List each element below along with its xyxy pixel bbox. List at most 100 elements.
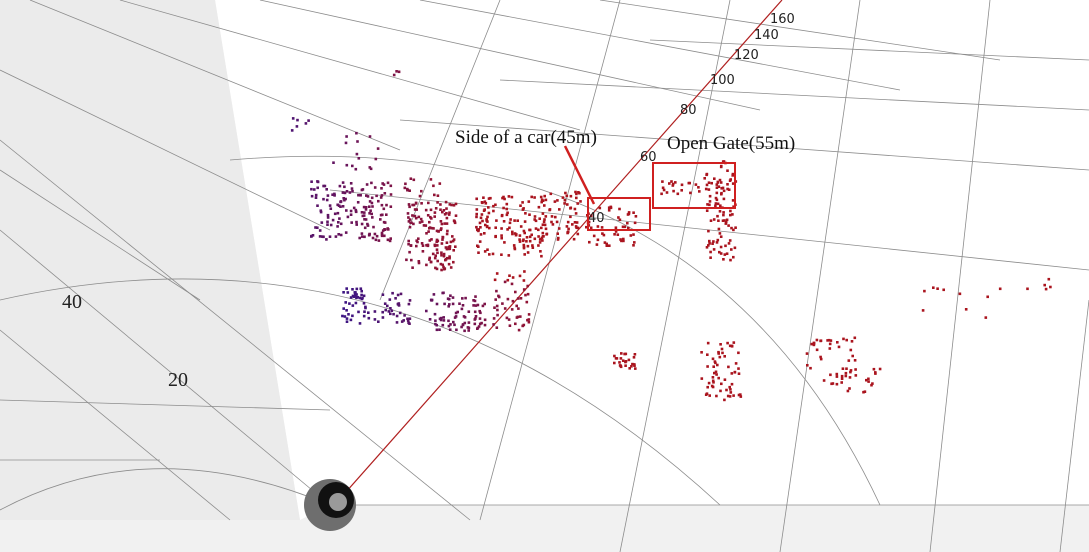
point xyxy=(728,386,731,389)
point xyxy=(517,297,520,300)
point xyxy=(450,266,453,269)
point xyxy=(408,251,411,254)
point xyxy=(389,237,392,240)
point xyxy=(816,349,819,352)
point xyxy=(450,241,453,244)
point xyxy=(865,379,868,382)
point xyxy=(542,212,545,215)
point xyxy=(486,248,489,251)
point xyxy=(494,298,497,301)
point xyxy=(322,198,325,201)
point xyxy=(515,305,518,308)
point xyxy=(730,248,733,251)
point xyxy=(836,375,839,378)
point xyxy=(719,210,722,213)
point xyxy=(725,389,728,392)
point xyxy=(705,188,708,191)
point xyxy=(628,359,631,362)
point xyxy=(506,317,509,320)
point xyxy=(503,220,506,223)
point xyxy=(439,182,442,185)
point xyxy=(540,255,543,258)
robot-icon xyxy=(304,479,356,531)
point xyxy=(486,216,489,219)
point xyxy=(455,329,458,332)
point xyxy=(530,196,533,199)
point xyxy=(444,259,447,262)
point xyxy=(458,302,461,305)
point xyxy=(437,194,440,197)
point xyxy=(806,352,809,355)
point xyxy=(355,221,358,224)
point xyxy=(823,379,826,382)
point xyxy=(319,235,322,238)
point xyxy=(715,395,718,398)
point xyxy=(850,349,853,352)
point xyxy=(320,209,323,212)
point xyxy=(347,216,350,219)
point xyxy=(523,288,526,291)
point xyxy=(353,295,356,298)
point xyxy=(728,242,731,245)
point xyxy=(523,253,526,256)
point xyxy=(461,308,464,311)
point xyxy=(624,364,627,367)
point xyxy=(333,194,336,197)
point xyxy=(508,195,511,198)
point xyxy=(543,218,546,221)
point xyxy=(425,310,428,313)
point xyxy=(430,261,433,264)
point xyxy=(730,227,733,230)
point xyxy=(420,190,423,193)
point xyxy=(516,219,519,222)
point xyxy=(543,195,546,198)
point xyxy=(738,372,741,375)
point xyxy=(345,135,348,138)
point xyxy=(566,225,569,228)
point xyxy=(342,181,345,184)
point xyxy=(386,305,389,308)
point xyxy=(367,224,370,227)
point xyxy=(452,321,455,324)
point xyxy=(376,235,379,238)
point xyxy=(411,214,414,217)
point xyxy=(729,259,732,262)
point xyxy=(481,201,484,204)
point xyxy=(496,314,499,317)
point xyxy=(322,236,325,239)
point xyxy=(564,192,567,195)
point xyxy=(315,196,318,199)
point xyxy=(714,360,717,363)
point xyxy=(449,203,452,206)
point xyxy=(501,197,504,200)
point xyxy=(845,339,848,342)
point xyxy=(342,205,345,208)
point xyxy=(410,244,413,247)
point xyxy=(719,232,722,235)
point xyxy=(615,226,618,229)
point xyxy=(364,227,367,230)
point xyxy=(511,231,514,234)
point xyxy=(723,399,726,402)
point xyxy=(597,239,600,242)
point xyxy=(432,185,435,188)
point xyxy=(325,188,328,191)
point xyxy=(350,213,353,216)
point xyxy=(307,119,310,122)
point xyxy=(425,264,428,267)
point xyxy=(734,247,737,250)
point xyxy=(430,178,433,181)
point xyxy=(429,318,432,321)
point xyxy=(714,205,717,208)
point xyxy=(347,291,350,294)
point xyxy=(415,217,418,220)
point xyxy=(443,255,446,258)
point xyxy=(477,304,480,307)
point xyxy=(851,340,854,343)
point xyxy=(488,212,491,215)
point xyxy=(623,353,626,356)
point xyxy=(361,211,364,214)
point xyxy=(492,210,495,213)
point xyxy=(350,296,353,299)
point xyxy=(346,317,349,320)
